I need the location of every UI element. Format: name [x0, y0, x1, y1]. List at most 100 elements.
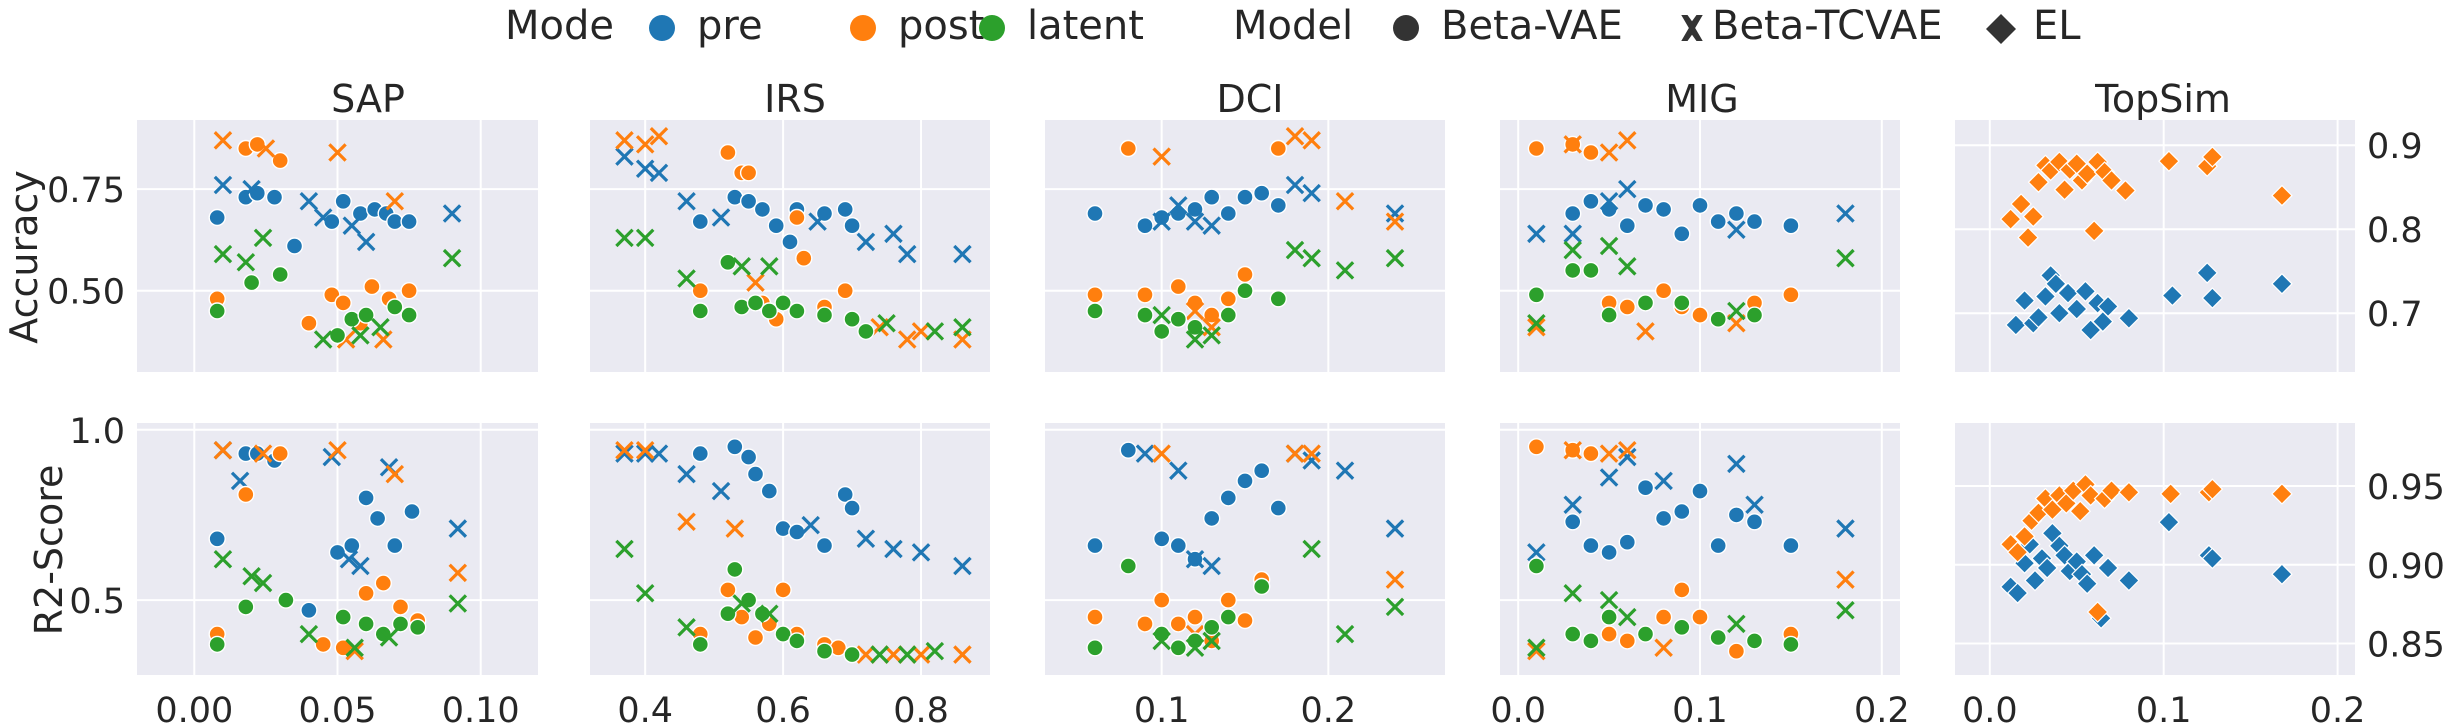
latent-cross-point [442, 248, 462, 268]
latent-circle-point [691, 302, 709, 320]
pre-cross-point [1836, 519, 1855, 538]
x-tick-label: 0.0 [1962, 691, 2018, 728]
pre-cross-point [448, 519, 468, 538]
latent-cross-point [635, 584, 655, 603]
latent-cross-point [242, 566, 261, 586]
latent-cross-point [313, 330, 333, 349]
pre-cross-point [856, 232, 876, 252]
pre-cross-point [242, 179, 261, 199]
pre-cross-point [313, 208, 333, 227]
pre-diamond-point [2024, 569, 2046, 592]
latent-circle-point [760, 302, 778, 320]
post-cross-point [1618, 440, 1637, 460]
pre-circle-point [1563, 513, 1582, 531]
post-diamond-point [2006, 541, 2029, 563]
latent-circle-point [1086, 639, 1104, 657]
post-circle-point [1236, 265, 1254, 284]
post-diamond-point [2013, 525, 2036, 548]
post-diamond-point [2201, 146, 2224, 168]
pre-circle-point [1654, 509, 1673, 528]
pre-cross-point [1169, 461, 1188, 480]
pre-circle-point [323, 212, 341, 231]
latent-cross-point [1202, 326, 1221, 345]
latent-circle-point [386, 298, 404, 316]
latent-circle-point [237, 598, 255, 616]
pre-circle-point [753, 200, 772, 219]
pre-cross-point [635, 444, 655, 463]
latent-cross-point [1202, 631, 1221, 651]
pre-circle-point [1252, 184, 1271, 202]
legend-post-marker [850, 15, 876, 41]
pre-cross-point [884, 539, 903, 559]
legend-pre-label: pre [697, 3, 763, 49]
pre-circle-point [1709, 536, 1727, 555]
latent-circle-point [719, 605, 737, 623]
pre-cross-point [1202, 216, 1221, 235]
panel-sap-row2: 0.00 0.05 0.10 0.5 1.0 [69, 412, 538, 728]
latent-cross-point [299, 624, 319, 644]
pre-cross-point [1302, 451, 1321, 470]
panel-background [1045, 423, 1445, 675]
latent-circle-point [1709, 628, 1727, 647]
pre-circle-point [400, 212, 418, 231]
latent-circle-point [1527, 286, 1546, 304]
latent-circle-point [1600, 608, 1618, 626]
pre-circle-point [1252, 462, 1271, 480]
pre-circle-point [739, 448, 758, 466]
post-circle-point [1691, 306, 1709, 324]
post-cross-point [1335, 192, 1355, 211]
pre-circle-point [1636, 479, 1655, 497]
post-cross-point [953, 330, 972, 349]
post-circle-point [314, 635, 332, 654]
post-cross-point [328, 440, 347, 460]
pre-circle-point [836, 200, 854, 219]
x-tick-label: 0.0 [1490, 691, 1546, 728]
latent-cross-point [1335, 261, 1355, 280]
panel-topsim-row2: 0.0 0.1 0.20.85 0.90 0.95 [1955, 423, 2445, 728]
latent-cross-point [953, 318, 972, 337]
post-diamond-point [2114, 179, 2137, 202]
latent-cross-point [379, 628, 399, 647]
right-y-tick-label: 0.85 [2367, 626, 2445, 666]
pre-diamond-point [2271, 272, 2293, 295]
post-circle-point [795, 249, 813, 267]
pre-cross-point [1152, 212, 1171, 231]
x-tick-label: 0.8 [893, 691, 949, 728]
pre-cross-point [213, 175, 233, 195]
post-circle-point [1600, 625, 1618, 643]
latent-circle-point [774, 625, 792, 643]
x-tick-label: 0.05 [299, 691, 377, 728]
post-cross-point [385, 464, 405, 484]
pre-cross-point [1599, 192, 1619, 211]
post-circle-point [1186, 294, 1204, 312]
post-circle-point [1527, 139, 1546, 158]
latent-circle-point [1582, 632, 1600, 650]
latent-circle-point [1527, 557, 1546, 575]
post-circle-point [1654, 282, 1673, 300]
pre-diamond-point [2048, 302, 2071, 325]
latent-circle-point [788, 302, 806, 320]
post-circle-point [1086, 608, 1104, 626]
pre-circle-point [767, 216, 785, 235]
pre-diamond-point [2161, 284, 2184, 307]
pre-circle-point [1727, 506, 1746, 524]
post-cross-point [884, 645, 903, 664]
pre-cross-point [442, 204, 462, 223]
post-diamond-point [2017, 226, 2039, 249]
post-cross-point [1385, 570, 1405, 589]
latent-circle-point [1086, 302, 1104, 320]
post-diamond-point [2069, 500, 2092, 523]
pre-circle-point [1654, 200, 1673, 219]
post-circle-point [1727, 642, 1746, 660]
latent-circle-point [1582, 261, 1600, 280]
latent-circle-point [1636, 294, 1655, 312]
latent-cross-point [925, 641, 945, 661]
latent-circle-point [788, 632, 806, 650]
post-cross-point [1563, 135, 1582, 154]
latent-cross-point [677, 618, 696, 637]
latent-cross-point [870, 645, 889, 664]
pre-cross-point [615, 444, 634, 463]
pre-circle-point [328, 543, 347, 562]
pre-circle-point [1152, 530, 1171, 548]
